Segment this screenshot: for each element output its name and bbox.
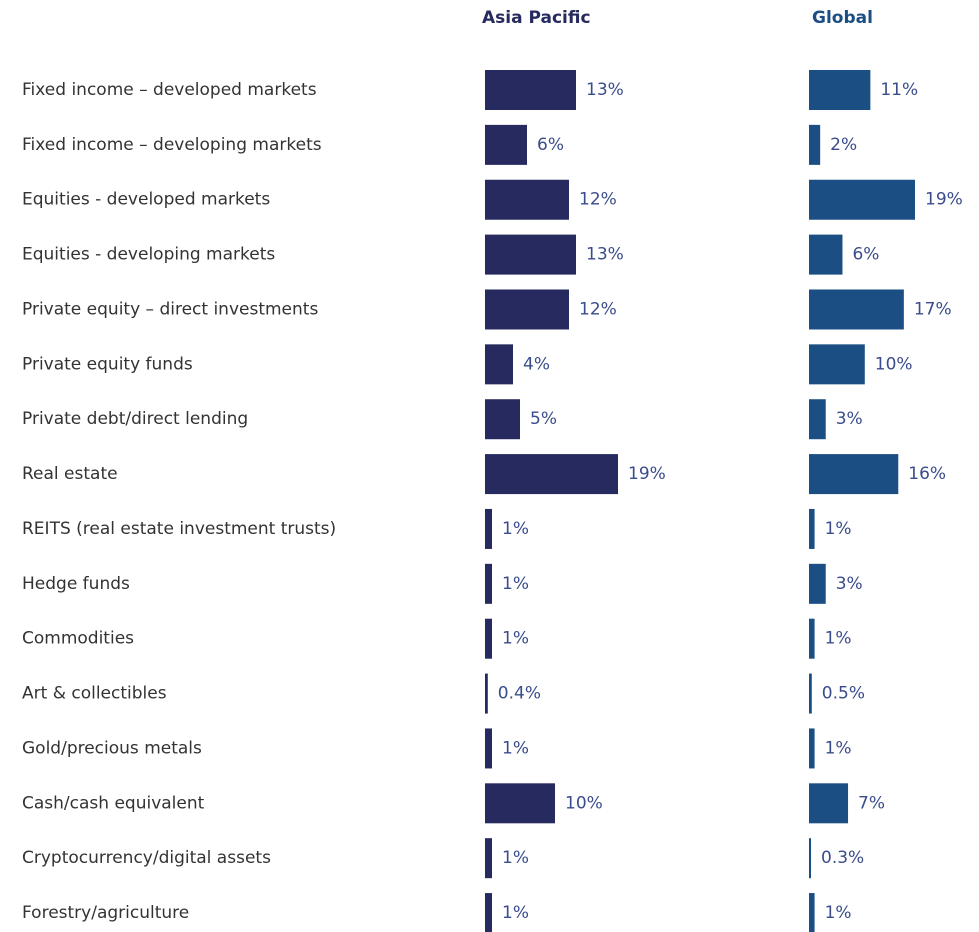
value-label: 1% [502,848,529,868]
bar [809,344,865,385]
value-label: 16% [908,464,946,484]
bar [809,563,826,604]
bar [485,508,492,549]
value-label: 3% [836,409,863,429]
value-label: 6% [537,135,564,155]
bar [809,618,815,659]
category-label: Fixed income – developing markets [22,135,322,155]
category-label: Fixed income – developed markets [22,80,317,100]
bar [485,728,492,769]
value-label: 6% [852,245,879,265]
value-label: 1% [825,519,852,539]
bar [485,893,492,932]
value-label: 10% [565,793,603,813]
value-label: 1% [502,574,529,594]
bar [485,399,520,440]
bar [485,618,492,659]
value-label: 5% [530,409,557,429]
bar [809,399,826,440]
bar [485,124,527,165]
value-label: 3% [836,574,863,594]
bar [809,783,849,824]
category-label: Gold/precious metals [22,738,202,758]
value-label: 1% [825,629,852,649]
category-label: Private equity – direct investments [22,299,318,319]
value-label: 1% [825,738,852,758]
value-label: 19% [628,464,666,484]
bar [809,454,899,495]
bar [809,124,821,165]
category-label: Hedge funds [22,574,130,594]
value-label: 7% [858,793,885,813]
value-label: 1% [502,738,529,758]
bar [809,179,915,220]
value-label: 13% [586,80,624,100]
bar [485,783,555,824]
category-label: Forestry/agriculture [22,903,189,923]
bar [809,70,871,110]
bar [485,70,576,110]
category-label: Equities - developed markets [22,190,270,210]
value-label: 12% [579,190,617,210]
value-label: 10% [875,354,913,374]
series-header: Asia Pacific [482,8,591,28]
bar [809,838,811,879]
category-label: Commodities [22,629,134,649]
value-label: 12% [579,299,617,319]
bar [485,179,569,220]
value-label: 17% [914,299,952,319]
value-label: 1% [502,519,529,539]
bar [485,454,618,495]
category-label: Private equity funds [22,354,193,374]
value-label: 11% [880,80,918,100]
category-label: Art & collectibles [22,684,167,704]
category-label: REITS (real estate investment trusts) [22,519,336,539]
bar [809,728,815,769]
value-label: 1% [825,903,852,923]
value-label: 2% [830,135,857,155]
value-label: 0.5% [822,684,865,704]
series-header: Global [812,8,873,28]
bar [485,234,576,275]
category-label: Cash/cash equivalent [22,793,205,813]
value-label: 19% [925,190,963,210]
value-label: 0.3% [821,848,864,868]
bar [485,563,492,604]
bar [809,508,815,549]
bar [485,673,488,714]
category-label: Real estate [22,464,118,484]
category-label: Private debt/direct lending [22,409,248,429]
bar [485,344,513,385]
category-label: Equities - developing markets [22,245,275,265]
bar [809,289,904,330]
value-label: 13% [586,245,624,265]
value-label: 1% [502,629,529,649]
bar [485,289,569,330]
bar [485,838,492,879]
bar [809,234,843,275]
value-label: 1% [502,903,529,923]
value-label: 0.4% [498,684,541,704]
bar [809,893,815,932]
category-label: Cryptocurrency/digital assets [22,848,271,868]
bar [809,673,812,714]
value-label: 4% [523,354,550,374]
